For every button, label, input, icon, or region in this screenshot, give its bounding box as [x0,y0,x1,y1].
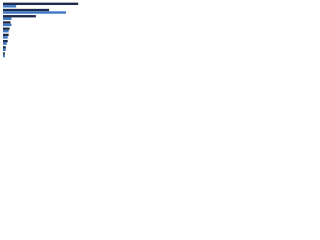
bar [3,5,17,8]
bar [3,39,8,43]
bar [3,21,11,24]
bar [3,48,6,52]
bar [3,36,8,39]
bar [3,8,50,12]
bar [3,2,79,5]
bar [3,33,9,37]
page: (() => { const data = JSON.parse(documen… [0,0,320,71]
bar [3,23,12,27]
bar [3,54,5,58]
bar [3,17,12,20]
bar [3,27,10,30]
bar [3,11,66,14]
bar [3,52,5,55]
bar [3,42,7,45]
bar [3,30,9,33]
chart [3,2,79,58]
bar [3,15,36,18]
bar [3,46,6,49]
